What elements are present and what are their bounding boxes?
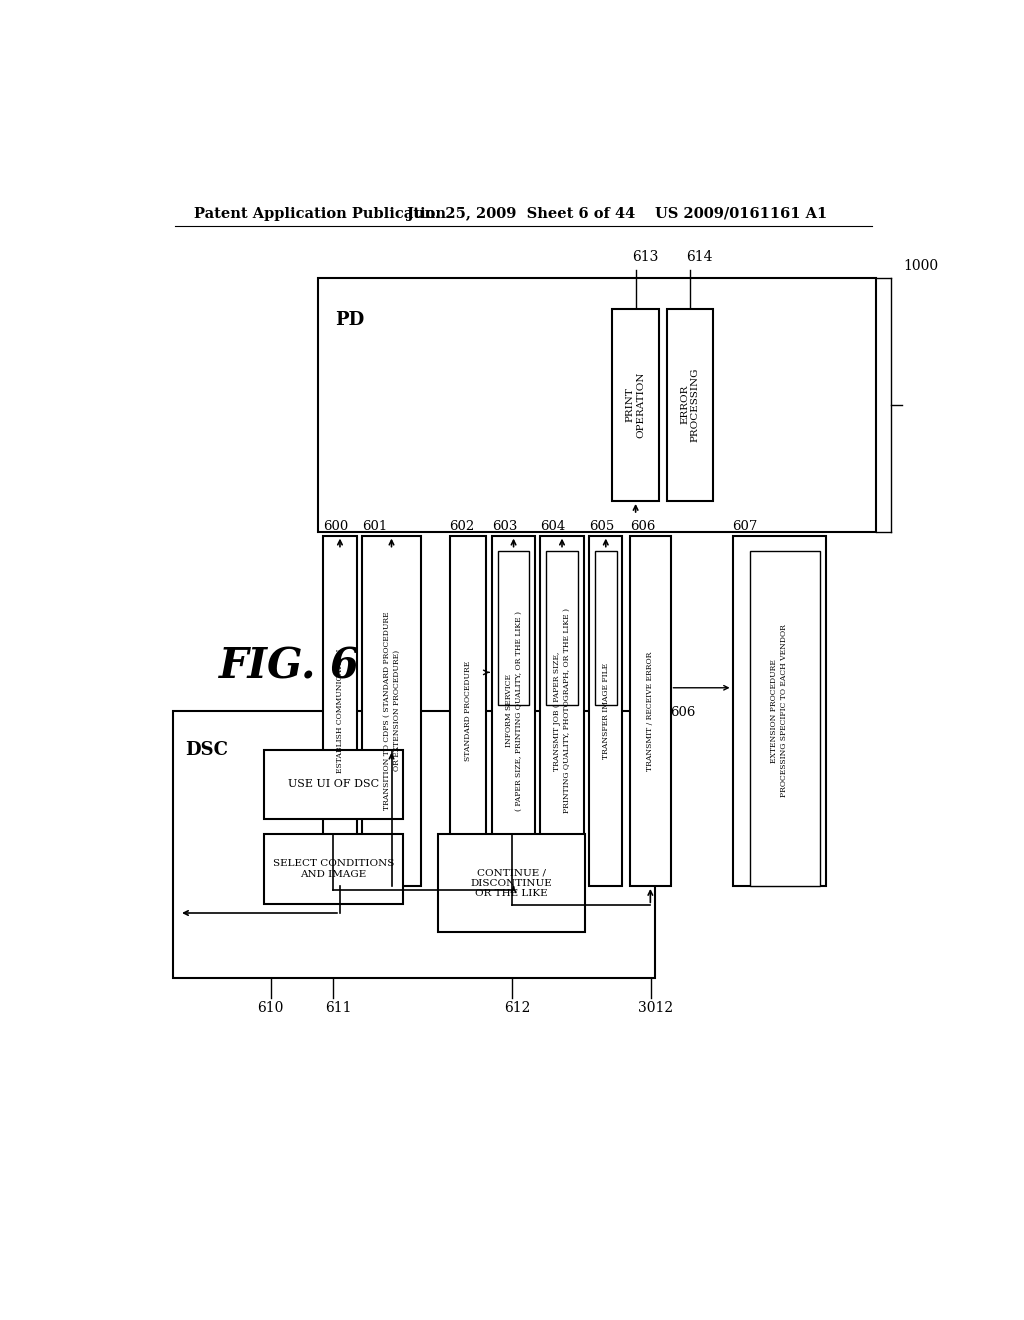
- Bar: [630, 536, 671, 886]
- Text: 602: 602: [450, 520, 475, 533]
- Text: 601: 601: [362, 520, 387, 533]
- Text: ERROR
PROCESSING: ERROR PROCESSING: [680, 367, 699, 442]
- Text: PRINT
OPERATION: PRINT OPERATION: [626, 371, 645, 438]
- Text: DSC: DSC: [185, 741, 228, 759]
- Text: 613: 613: [632, 249, 658, 264]
- Text: 607: 607: [732, 520, 758, 533]
- Bar: [362, 536, 421, 886]
- Bar: [173, 711, 655, 978]
- Bar: [595, 552, 617, 705]
- Bar: [498, 552, 529, 705]
- Text: ESTABLISH COMMUNICATION: ESTABLISH COMMUNICATION: [336, 648, 344, 774]
- Text: 612: 612: [504, 1001, 530, 1015]
- Text: 603: 603: [493, 520, 517, 533]
- Text: USE UI OF DSC: USE UI OF DSC: [288, 779, 379, 789]
- Bar: [732, 536, 825, 886]
- Text: INFORM SERVICE
( PAPER SIZE, PRINTING QUALITY, OR THE LIKE ): INFORM SERVICE ( PAPER SIZE, PRINTING QU…: [505, 611, 522, 810]
- Bar: [263, 750, 403, 818]
- Text: 605: 605: [589, 520, 614, 533]
- Bar: [751, 552, 820, 886]
- Bar: [493, 536, 535, 886]
- Text: 606: 606: [671, 706, 696, 719]
- Text: US 2009/0161161 A1: US 2009/0161161 A1: [655, 207, 827, 220]
- Text: EXTENSION PROCEDURE
PROCESSING SPECIFIC TO EACH VENDOR: EXTENSION PROCEDURE PROCESSING SPECIFIC …: [770, 624, 787, 797]
- Bar: [589, 536, 623, 886]
- Text: 610: 610: [257, 1001, 284, 1015]
- Text: PD: PD: [335, 312, 365, 329]
- Bar: [324, 536, 356, 886]
- Text: Jun. 25, 2009  Sheet 6 of 44: Jun. 25, 2009 Sheet 6 of 44: [407, 207, 635, 220]
- Text: 614: 614: [686, 249, 713, 264]
- Text: TRANSFER IMAGE FILE: TRANSFER IMAGE FILE: [602, 663, 609, 759]
- Bar: [317, 277, 876, 532]
- Text: 611: 611: [326, 1001, 352, 1015]
- Bar: [450, 536, 486, 886]
- Text: Patent Application Publication: Patent Application Publication: [194, 207, 445, 220]
- Text: 600: 600: [324, 520, 348, 533]
- Bar: [667, 309, 713, 502]
- Text: CONTINUE /
DISCONTINUE
OR THE LIKE: CONTINUE / DISCONTINUE OR THE LIKE: [471, 869, 553, 898]
- Bar: [612, 309, 658, 502]
- Text: TRANSITION TO CDPS ( STANDARD PROCEDURE
OR EXTENSION PROCEDURE): TRANSITION TO CDPS ( STANDARD PROCEDURE …: [383, 611, 400, 810]
- Text: TRANSMIT JOB ( PAPER SIZE,
PRINTING QUALITY, PHOTOGRAPH, OR THE LIKE ): TRANSMIT JOB ( PAPER SIZE, PRINTING QUAL…: [553, 609, 571, 813]
- Text: STANDARD PROCEDURE: STANDARD PROCEDURE: [464, 661, 472, 762]
- Text: SELECT CONDITIONS
AND IMAGE: SELECT CONDITIONS AND IMAGE: [272, 859, 394, 879]
- Bar: [541, 536, 584, 886]
- Text: 3012: 3012: [638, 1001, 673, 1015]
- Text: 604: 604: [541, 520, 565, 533]
- Text: 1000: 1000: [904, 259, 939, 273]
- Bar: [263, 834, 403, 904]
- Text: FIG. 6: FIG. 6: [219, 645, 360, 688]
- Bar: [546, 552, 579, 705]
- Text: TRANSMIT / RECEIVE ERROR: TRANSMIT / RECEIVE ERROR: [646, 651, 654, 771]
- Text: 606: 606: [630, 520, 655, 533]
- Bar: [438, 834, 586, 932]
